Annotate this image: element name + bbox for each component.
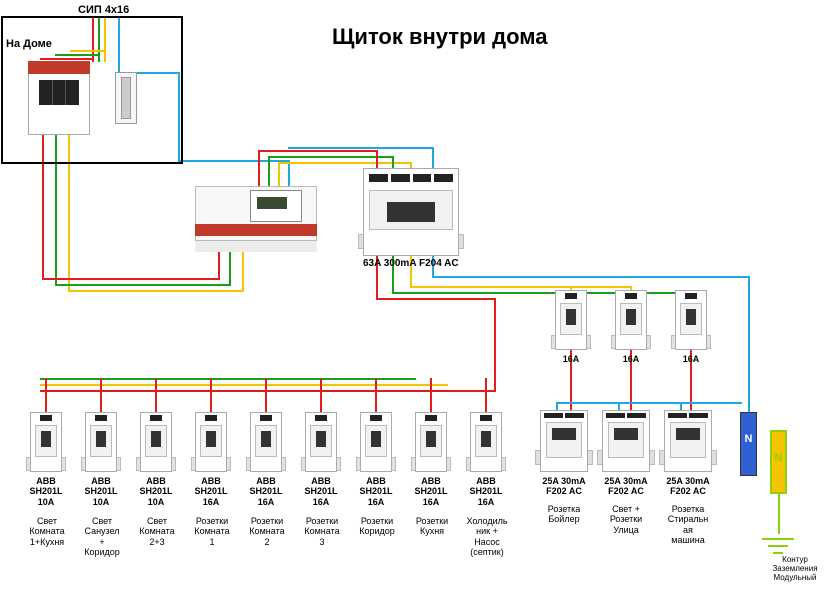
- main-breaker: [28, 61, 90, 135]
- wire: [268, 156, 270, 188]
- wire: [778, 492, 780, 534]
- mcb-desc: Розетки Комната 1: [187, 516, 237, 547]
- wire: [45, 378, 47, 416]
- wire: [430, 378, 432, 416]
- mcb-desc: Розетки Комната 3: [297, 516, 347, 547]
- wire: [258, 150, 378, 152]
- wire: [432, 147, 434, 170]
- wire: [155, 378, 157, 416]
- diagram-title: Щиток внутри дома: [332, 24, 548, 50]
- wire: [320, 378, 322, 416]
- pe-bar: N: [770, 430, 787, 494]
- ground-label: Контур Заземления Модульный: [762, 555, 828, 583]
- mcb-spec: ABB SH201L 16A: [242, 476, 290, 507]
- rcd-small: [540, 410, 588, 472]
- mcb-desc: Свет Санузел + Коридор: [77, 516, 127, 557]
- mcb-upper-label: 16A: [551, 354, 591, 364]
- rcd-small-desc: Розетка Бойлер: [536, 504, 592, 525]
- rcd-small: [602, 410, 650, 472]
- mcb-upper-label: 16A: [671, 354, 711, 364]
- mcb-spec: ABB SH201L 16A: [462, 476, 510, 507]
- wire: [748, 276, 750, 414]
- wire: [432, 276, 750, 278]
- mcb-spec: ABB SH201L 16A: [352, 476, 400, 507]
- mcb-upper-label: 16A: [611, 354, 651, 364]
- rcd-main: [363, 168, 459, 256]
- mcb-desc: Свет Комната 1+Кухня: [22, 516, 72, 547]
- wire: [288, 160, 290, 188]
- wire: [494, 298, 496, 392]
- wire: [258, 150, 260, 188]
- rcd-main-label: 63A 300mA F204 AC: [363, 258, 493, 270]
- mcb-desc: Розетки Комната 2: [242, 516, 292, 547]
- rcd-small-spec: 25A 30mA F202 AC: [660, 476, 716, 497]
- mcb-spec: ABB SH201L 10A: [22, 476, 70, 507]
- wire: [375, 378, 377, 416]
- mcb-desc: Розетки Кухня: [407, 516, 457, 537]
- wire: [40, 390, 496, 392]
- mcb-spec: ABB SH201L 16A: [407, 476, 455, 507]
- wire: [218, 250, 220, 280]
- wire: [288, 147, 434, 149]
- rcd-small-desc: Розетка Стиральн ая машина: [660, 504, 716, 545]
- mcb-desc: Розетки Коридор: [352, 516, 402, 537]
- wire: [42, 278, 220, 280]
- wire: [410, 286, 630, 288]
- wire: [100, 378, 102, 416]
- wire: [376, 298, 496, 300]
- wire: [55, 284, 231, 286]
- wire: [376, 150, 378, 170]
- wire: [210, 378, 212, 416]
- rcd-small-desc: Свет + Розетки Улица: [598, 504, 654, 535]
- energy-meter: [195, 186, 317, 252]
- wire: [242, 250, 244, 292]
- mcb-desc: Свет Комната 2+3: [132, 516, 182, 547]
- rcd-small-spec: 25A 30mA F202 AC: [536, 476, 592, 497]
- wire: [40, 378, 416, 380]
- wire: [229, 250, 231, 286]
- mcb-desc: Холодиль ник + Насос (септик): [462, 516, 512, 557]
- house-label: На Доме: [6, 38, 52, 51]
- wire: [68, 290, 244, 292]
- mcb-spec: ABB SH201L 10A: [132, 476, 180, 507]
- wire: [265, 378, 267, 416]
- rcd-small: [664, 410, 712, 472]
- mcb-spec: ABB SH201L 16A: [187, 476, 235, 507]
- neutral-cartridge: [115, 72, 137, 124]
- wire: [392, 292, 692, 294]
- wire: [485, 378, 487, 416]
- mcb-spec: ABB SH201L 16A: [297, 476, 345, 507]
- mcb-spec: ABB SH201L 10A: [77, 476, 125, 507]
- sip-label: СИП 4x16: [78, 4, 129, 17]
- wire: [278, 162, 280, 188]
- wire: [556, 402, 742, 404]
- neutral-bar: N: [740, 412, 757, 476]
- wire: [178, 160, 290, 162]
- rcd-small-spec: 25A 30mA F202 AC: [598, 476, 654, 497]
